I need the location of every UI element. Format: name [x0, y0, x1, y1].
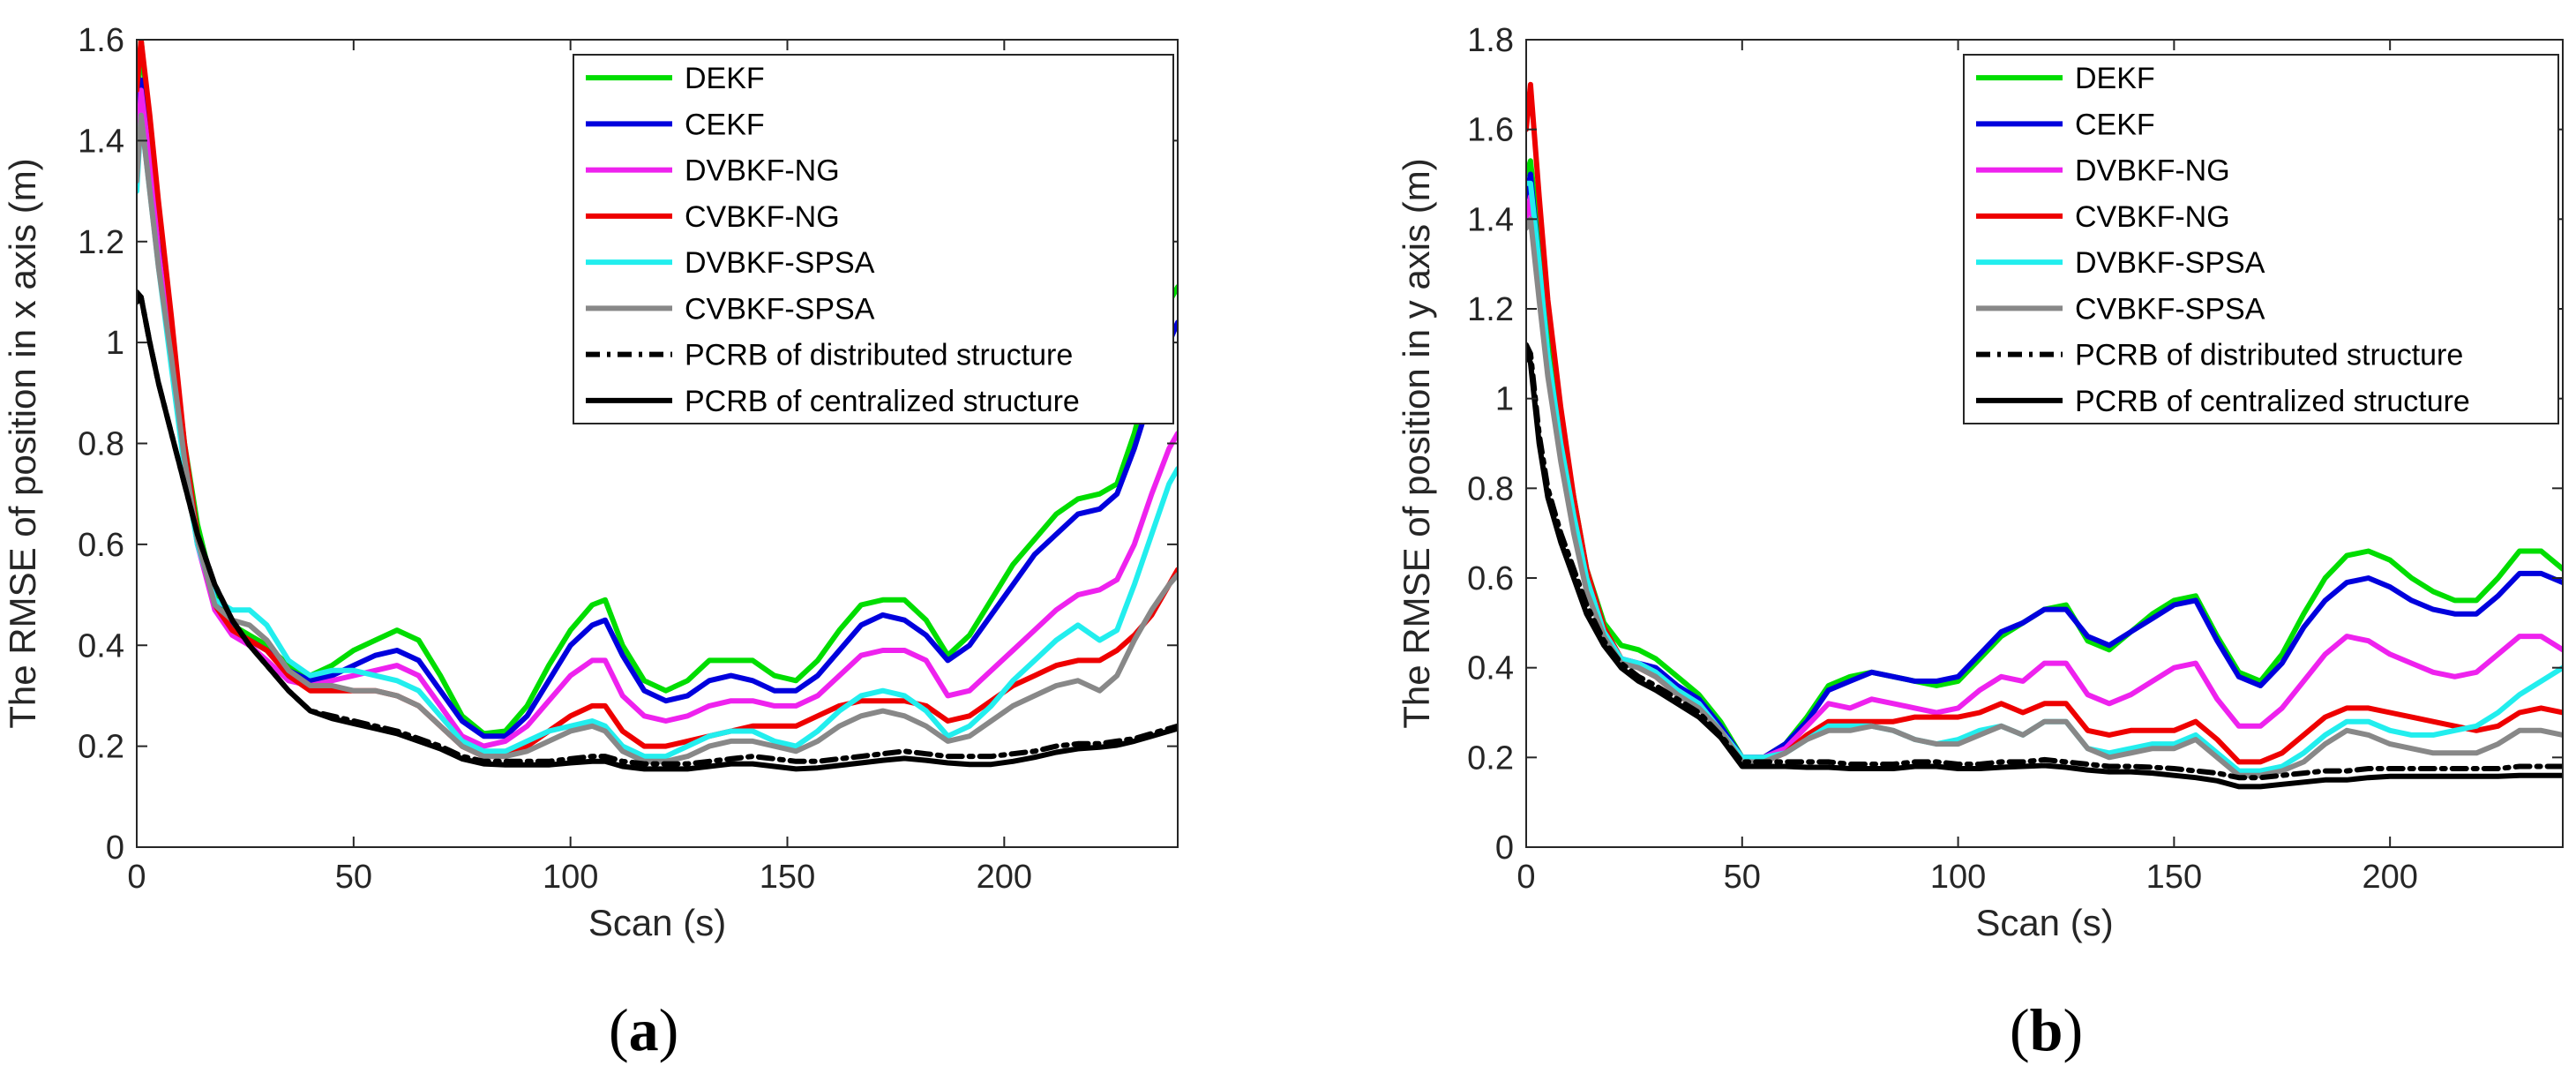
x-tick-label: 150	[2146, 859, 2202, 896]
series-line-dekf	[1526, 158, 2563, 761]
series-line-dekf	[137, 40, 1178, 737]
chart-panel-2: 0 50 100 150 200 0 0.2 0.4 0.6 0.8 1 1.2 1.4 1.6 1.8 Sc…	[1396, 22, 2564, 1063]
y-tick-label: 0	[106, 830, 124, 867]
y-tick-label: 1.4	[1467, 201, 1514, 238]
legend-label: DVBKF-SPSA	[2075, 246, 2265, 280]
legend-label: DEKF	[2075, 62, 2155, 95]
y-tick-label: 0.4	[78, 627, 124, 664]
x-tick-label: 200	[2362, 859, 2417, 896]
x-tick-label: 50	[1724, 859, 1761, 896]
y-tick-label: 1.6	[1467, 112, 1514, 149]
y-tick-label: 0.2	[1467, 739, 1514, 777]
panel-label: (b)	[2010, 996, 2083, 1063]
series-line-cvbkf-spsa	[137, 112, 1178, 764]
legend-label: CVBKF-NG	[2075, 200, 2230, 234]
series-line-cvbkf-spsa	[1526, 216, 2563, 778]
legend-label: CEKF	[2075, 108, 2155, 141]
y-tick-label: 1	[106, 325, 124, 362]
series-line-pcrb-of-centralized-structure	[1526, 350, 2563, 790]
y-tick-label: 1.4	[78, 123, 124, 160]
series-group	[1526, 81, 2563, 790]
chart-panel-1: 0 50 100 150 200 0 0.2 0.4 0.6 0.8 1 1.2 1.4 1.6 Scan …	[2, 22, 1179, 1063]
y-tick-label: 1.8	[1467, 22, 1514, 59]
legend-box	[573, 54, 1174, 424]
axes-box	[1525, 39, 2564, 848]
y-tick-label: 1	[1495, 381, 1514, 418]
series-line-cvbkf-ng	[137, 40, 1178, 760]
x-axis-label: Scan (s)	[588, 902, 726, 943]
legend-label: PCRB of distributed structure	[685, 339, 1073, 372]
legend-label: DVBKF-NG	[685, 154, 840, 188]
legend: DEKF CEKF DVBKF-NG CVBKF-NG DVBKF-SPSA CVBKF-…	[1963, 54, 2559, 424]
legend-label: DVBKF-SPSA	[685, 246, 875, 280]
panel-label-close: )	[2063, 996, 2083, 1063]
x-tick-label: 0	[127, 859, 146, 896]
panel-label-letter: a	[629, 996, 659, 1063]
y-axis-label: The RMSE of position in x axis (m)	[2, 158, 43, 729]
x-tick-label: 150	[760, 859, 815, 896]
x-tick-label: 200	[977, 859, 1032, 896]
series-line-pcrb-of-distributed-structure	[1526, 342, 2563, 781]
y-axis-label: The RMSE of position in y axis (m)	[1396, 158, 1437, 729]
legend-label: CEKF	[685, 108, 765, 141]
y-tick-label: 1.6	[78, 22, 124, 59]
legend: DEKF CEKF DVBKF-NG CVBKF-NG DVBKF-SPSA CVBKF-…	[573, 54, 1174, 424]
legend-label: DEKF	[685, 62, 765, 95]
series-line-pcrb-of-centralized-structure	[137, 294, 1178, 772]
series-line-dvbkf-spsa	[137, 112, 1178, 760]
legend-label: CVBKF-NG	[685, 200, 840, 234]
y-tick-label: 0.2	[78, 729, 124, 766]
y-tick-label: 0.6	[1467, 560, 1514, 597]
legend-label: DVBKF-NG	[2075, 154, 2230, 188]
y-tick-label: 0	[1495, 830, 1514, 867]
legend-label: CVBKF-SPSA	[2075, 292, 2265, 326]
x-tick-label: 100	[543, 859, 598, 896]
panel-label-letter: b	[2030, 996, 2063, 1063]
y-tick-label: 1.2	[78, 224, 124, 261]
x-tick-label: 0	[1516, 859, 1535, 896]
legend-label: CVBKF-SPSA	[685, 292, 875, 326]
y-tick-label: 1.2	[1467, 291, 1514, 328]
y-tick-label: 0.4	[1467, 650, 1514, 687]
panel-label-open: (	[2010, 996, 2030, 1063]
x-tick-label: 100	[1930, 859, 1986, 896]
y-tick-label: 0.6	[78, 527, 124, 564]
y-tick-label: 0.8	[1467, 470, 1514, 507]
legend-label: PCRB of distributed structure	[2075, 339, 2463, 372]
x-tick-label: 50	[335, 859, 372, 896]
panel-label: (a)	[609, 996, 678, 1063]
x-axis-label: Scan (s)	[1975, 902, 2113, 943]
y-tick-label: 0.8	[78, 426, 124, 463]
panel-label-open: (	[609, 996, 629, 1063]
legend-label: PCRB of centralized structure	[2075, 385, 2470, 418]
series-group	[137, 40, 1178, 772]
legend-label: PCRB of centralized structure	[685, 385, 1080, 418]
legend-box	[1963, 54, 2559, 424]
panel-label-close: )	[659, 996, 679, 1063]
